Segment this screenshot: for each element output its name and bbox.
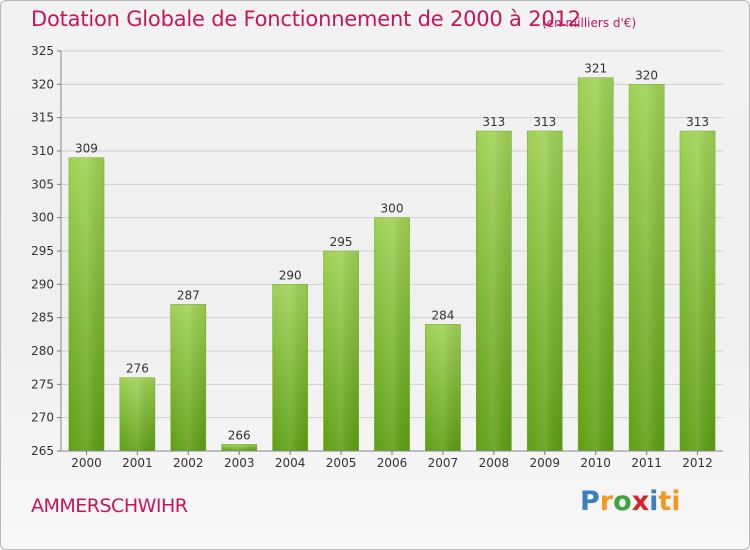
bar-shine <box>425 324 461 451</box>
value-label: 309 <box>75 142 98 156</box>
chart-title: Dotation Globale de Fonctionnement de 20… <box>31 7 581 31</box>
x-tick-label: 2010 <box>580 456 611 470</box>
bar-shine <box>221 444 257 451</box>
y-tick-label: 275 <box>31 377 54 391</box>
y-tick-label: 265 <box>31 444 54 458</box>
value-label: 266 <box>228 428 251 442</box>
y-tick-label: 295 <box>31 244 54 258</box>
y-tick-label: 285 <box>31 311 54 325</box>
bar-shine <box>679 131 716 451</box>
value-label: 295 <box>330 235 353 249</box>
y-tick-label: 300 <box>31 211 54 225</box>
logo-letter: o <box>613 486 632 517</box>
bar-shine <box>578 77 614 452</box>
x-tick-label: 2005 <box>326 456 357 470</box>
bar-shine <box>68 157 105 451</box>
value-label: 276 <box>126 362 149 376</box>
value-label: 300 <box>381 202 404 216</box>
y-tick-label: 280 <box>31 344 54 358</box>
commune-name: AMMERSCHWIHR <box>31 495 188 517</box>
value-label: 321 <box>584 62 607 76</box>
logo-letter: r <box>599 486 614 517</box>
x-tick-label: 2008 <box>479 456 510 470</box>
x-tick-label: 2007 <box>428 456 459 470</box>
value-label: 313 <box>533 115 556 129</box>
logo-letter: x <box>631 486 650 517</box>
bar-shine <box>272 284 308 451</box>
axes <box>57 50 723 455</box>
bar-shine <box>119 377 155 451</box>
logo-letter: i <box>649 486 659 517</box>
y-tick-label: 270 <box>31 411 54 425</box>
x-tick-label: 2012 <box>682 456 713 470</box>
value-label: 287 <box>177 288 200 302</box>
value-label: 320 <box>635 68 658 82</box>
bars <box>68 77 716 452</box>
value-label: 284 <box>431 308 454 322</box>
value-label: 313 <box>686 115 709 129</box>
value-label: 313 <box>482 115 505 129</box>
y-tick-label: 315 <box>31 111 54 125</box>
x-tick-label: 2011 <box>631 456 662 470</box>
x-tick-label: 2002 <box>173 456 204 470</box>
bar-shine <box>629 84 665 451</box>
value-label: 290 <box>279 268 302 282</box>
chart-subtitle: (en milliers d'€) <box>542 16 637 30</box>
y-tick-label: 305 <box>31 177 54 191</box>
logo-letter: ti <box>658 486 681 517</box>
bar-shine <box>374 217 410 451</box>
y-tick-label: 290 <box>31 277 54 291</box>
x-tick-label: 2003 <box>224 456 255 470</box>
bar-shine <box>170 304 206 451</box>
x-tick-label: 2004 <box>275 456 306 470</box>
bar-shine <box>323 251 359 451</box>
bar-shine <box>527 131 563 451</box>
x-tick-label: 2001 <box>122 456 153 470</box>
bar-shine <box>476 131 512 451</box>
x-tick-label: 2006 <box>377 456 408 470</box>
x-tick-label: 2000 <box>71 456 102 470</box>
proxiti-logo: Proxiti <box>580 486 681 517</box>
y-tick-label: 325 <box>31 44 54 58</box>
y-tick-label: 320 <box>31 77 54 91</box>
logo-letter: P <box>580 486 600 517</box>
x-tick-label: 2009 <box>529 456 560 470</box>
labels: 265 270 275 280 285 290 295 300 305 310 315 320 325 3… <box>31 44 713 470</box>
y-tick-label: 310 <box>31 144 54 158</box>
